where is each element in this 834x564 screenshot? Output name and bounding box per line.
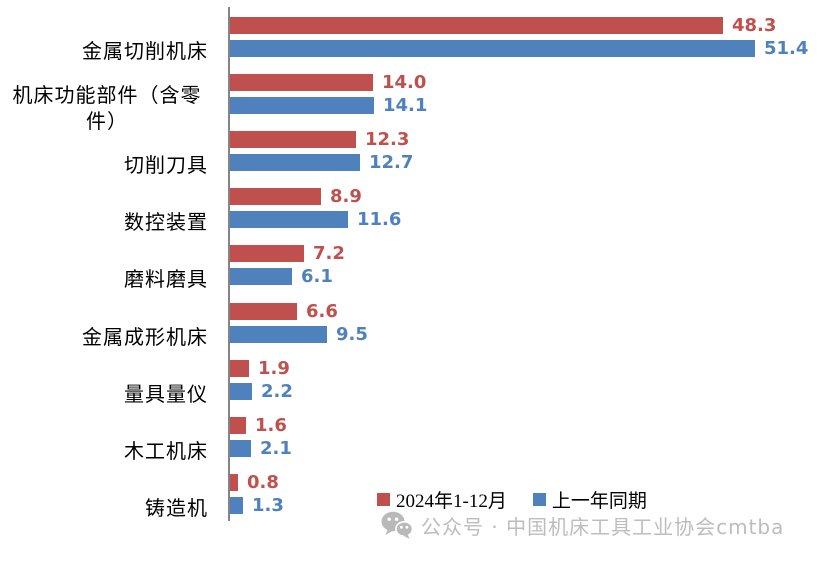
category-row: 量具量仪 1.9 2.2 — [0, 360, 834, 417]
wechat-icon — [381, 511, 413, 539]
bar-current-period — [230, 360, 249, 377]
legend-swatch-current-icon — [377, 493, 390, 506]
bar-current-period — [230, 17, 723, 34]
bar-previous-period — [230, 440, 251, 457]
bar-previous-period — [230, 40, 755, 57]
category-row: 木工机床 1.6 2.1 — [0, 417, 834, 474]
category-label: 木工机床 — [124, 440, 208, 463]
bar-previous-period — [230, 154, 360, 171]
value-label: 2.1 — [260, 438, 292, 459]
value-label: 8.9 — [330, 186, 362, 207]
bar-current-period — [230, 417, 246, 434]
watermark: 公众号 · 中国机床工具工业协会cmtba — [381, 511, 784, 540]
value-label: 6.6 — [306, 301, 338, 322]
value-label: 1.6 — [255, 415, 287, 436]
bar-current-period — [230, 131, 356, 148]
category-row: 机床功能部件（含零件） 14.0 14.1 — [0, 72, 834, 133]
legend-item-current: 2024年1-12月 — [377, 486, 507, 513]
value-label: 2.2 — [261, 381, 293, 402]
value-label: 48.3 — [732, 15, 777, 36]
category-label: 数控装置 — [124, 211, 208, 234]
bar-current-period — [230, 245, 304, 262]
value-label: 14.1 — [383, 95, 428, 116]
bar-previous-period — [230, 497, 243, 514]
bar-current-period — [230, 74, 373, 91]
value-label: 6.1 — [301, 266, 333, 287]
legend: 2024年1-12月 上一年同期 — [377, 486, 647, 513]
value-label: 12.3 — [365, 129, 410, 150]
category-row: 金属切削机床 48.3 51.4 — [0, 17, 834, 74]
value-label: 12.7 — [369, 152, 414, 173]
legend-swatch-previous-icon — [532, 493, 546, 506]
category-axis-line — [228, 7, 230, 521]
legend-label-current: 2024年1-12月 — [396, 491, 507, 512]
legend-item-previous: 上一年同期 — [532, 486, 647, 513]
category-row: 金属成形机床 6.6 9.5 — [0, 303, 834, 360]
category-label: 机床功能部件（含零件） — [12, 84, 202, 133]
bar-previous-period — [230, 211, 348, 228]
bar-current-period — [230, 188, 321, 205]
category-row: 切削刀具 12.3 12.7 — [0, 131, 834, 188]
category-label: 金属切削机床 — [82, 40, 208, 63]
category-label: 金属成形机床 — [82, 326, 208, 349]
bar-previous-period — [230, 97, 374, 114]
bar-current-period — [230, 474, 238, 491]
bar-previous-period — [230, 326, 327, 343]
value-label: 1.3 — [252, 495, 284, 516]
bar-previous-period — [230, 268, 292, 285]
value-label: 9.5 — [336, 324, 368, 345]
value-label: 7.2 — [313, 243, 345, 264]
category-label: 磨料磨具 — [124, 268, 208, 291]
bar-current-period — [230, 303, 297, 320]
value-label: 11.6 — [357, 209, 402, 230]
category-label: 铸造机 — [145, 497, 208, 520]
value-label: 0.8 — [247, 472, 279, 493]
watermark-text: 公众号 · 中国机床工具工业协会cmtba — [421, 515, 785, 539]
value-label: 51.4 — [764, 38, 809, 59]
category-row: 数控装置 8.9 11.6 — [0, 188, 834, 245]
category-label: 量具量仪 — [124, 383, 208, 406]
value-label: 1.9 — [258, 358, 290, 379]
bar-previous-period — [230, 383, 252, 400]
legend-label-previous: 上一年同期 — [551, 491, 647, 512]
category-row: 铸造机 0.8 1.3 — [0, 474, 834, 531]
value-label: 14.0 — [382, 72, 427, 93]
category-row: 磨料磨具 7.2 6.1 — [0, 245, 834, 302]
category-label: 切削刀具 — [124, 154, 208, 177]
